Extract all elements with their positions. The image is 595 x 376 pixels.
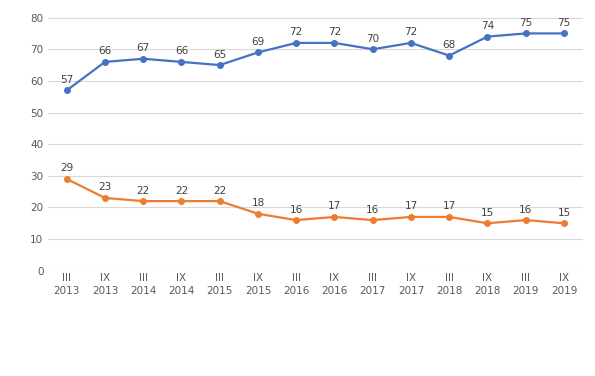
zła ocena działalności Policji [369, 218, 376, 222]
Text: 72: 72 [290, 27, 303, 37]
zła ocena działalności Policji [63, 177, 70, 181]
dobra ocena działalności Policji [369, 47, 376, 52]
zła ocena działalności Policji [331, 215, 338, 219]
dobra ocena działalności Policji [331, 41, 338, 45]
Text: 72: 72 [405, 27, 418, 37]
Text: 68: 68 [443, 40, 456, 50]
dobra ocena działalności Policji [255, 50, 262, 55]
Text: 29: 29 [60, 164, 73, 173]
zła ocena działalności Policji [293, 218, 300, 222]
Text: 75: 75 [519, 18, 533, 28]
Text: 57: 57 [60, 75, 73, 85]
zła ocena działalności Policji [522, 218, 530, 222]
Text: 16: 16 [290, 205, 303, 215]
Text: 70: 70 [366, 34, 379, 44]
Text: 18: 18 [251, 198, 265, 208]
Text: 15: 15 [558, 208, 571, 218]
zła ocena działalności Policji [216, 199, 223, 203]
dobra ocena działalności Policji [101, 60, 108, 64]
Text: 67: 67 [137, 43, 150, 53]
Text: 22: 22 [175, 186, 188, 196]
zła ocena działalności Policji [484, 221, 491, 226]
dobra ocena działalności Policji [140, 56, 147, 61]
zła ocena działalności Policji [560, 221, 568, 226]
zła ocena działalności Policji [408, 215, 415, 219]
zła ocena działalności Policji [178, 199, 185, 203]
Text: 22: 22 [213, 186, 226, 196]
dobra ocena działalności Policji [522, 31, 530, 36]
Text: 17: 17 [328, 202, 341, 211]
Text: 23: 23 [98, 182, 112, 193]
zła ocena działalności Policji [140, 199, 147, 203]
Text: 69: 69 [251, 37, 265, 47]
Line: zła ocena działalności Policji: zła ocena działalności Policji [64, 176, 567, 226]
Text: 65: 65 [213, 50, 226, 59]
dobra ocena działalności Policji [446, 53, 453, 58]
Text: 15: 15 [481, 208, 494, 218]
Text: 74: 74 [481, 21, 494, 31]
dobra ocena działalności Policji [560, 31, 568, 36]
Text: 17: 17 [443, 202, 456, 211]
Text: 66: 66 [175, 46, 188, 56]
Text: 16: 16 [366, 205, 380, 215]
dobra ocena działalności Policji [484, 34, 491, 39]
dobra ocena działalności Policji [178, 60, 185, 64]
Text: 22: 22 [137, 186, 150, 196]
Text: 16: 16 [519, 205, 533, 215]
Line: dobra ocena działalności Policji: dobra ocena działalności Policji [64, 31, 567, 93]
dobra ocena działalności Policji [216, 63, 223, 67]
zła ocena działalności Policji [446, 215, 453, 219]
dobra ocena działalności Policji [408, 41, 415, 45]
zła ocena działalności Policji [101, 196, 108, 200]
Text: 75: 75 [558, 18, 571, 28]
Text: 66: 66 [98, 46, 112, 56]
dobra ocena działalności Policji [63, 88, 70, 92]
Text: 17: 17 [405, 202, 418, 211]
Text: 72: 72 [328, 27, 341, 37]
dobra ocena działalności Policji [293, 41, 300, 45]
zła ocena działalności Policji [255, 212, 262, 216]
